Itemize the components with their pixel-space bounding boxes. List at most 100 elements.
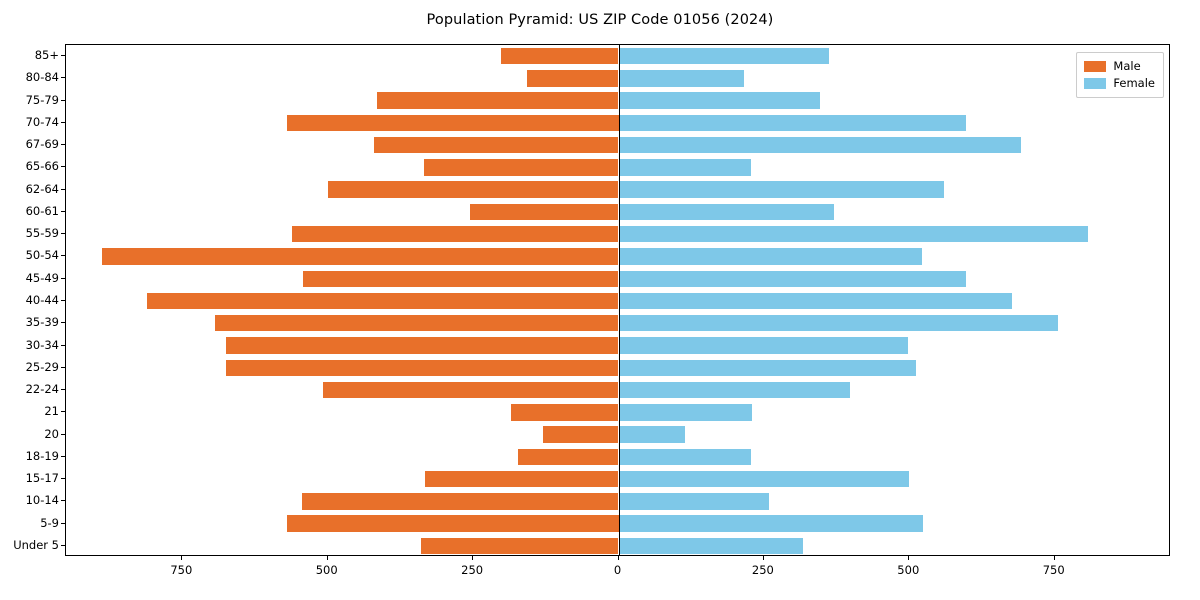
bar-female[interactable] — [618, 47, 830, 65]
y-axis-tick-mark — [61, 366, 65, 368]
bar-female[interactable] — [618, 337, 909, 354]
y-axis-tick-mark — [61, 55, 65, 57]
bar-female[interactable] — [618, 203, 834, 221]
bar-female[interactable] — [618, 515, 923, 532]
bars-container — [66, 45, 1169, 555]
bar-male[interactable] — [517, 448, 619, 466]
bar-female[interactable] — [618, 136, 1021, 154]
bar-male[interactable] — [377, 92, 619, 109]
y-axis-tick-mark — [61, 210, 65, 212]
bar-male[interactable] — [423, 159, 619, 176]
bar-female[interactable] — [618, 270, 966, 287]
bar-male[interactable] — [374, 136, 619, 154]
y-axis-tick-mark — [61, 255, 65, 257]
y-axis-tick-label: 45-49 — [25, 270, 59, 285]
x-axis-tick-label: 750 — [170, 563, 193, 577]
y-axis-tick-mark — [61, 478, 65, 480]
legend-item-female[interactable]: Female — [1084, 75, 1155, 92]
x-axis-tick-mark — [326, 556, 328, 560]
bar-male[interactable] — [501, 47, 619, 65]
y-axis-tick-label: 50-54 — [25, 248, 59, 263]
bar-female[interactable] — [618, 359, 917, 377]
bar-male[interactable] — [287, 515, 619, 532]
bar-male[interactable] — [225, 337, 619, 354]
y-axis-tick-mark — [61, 411, 65, 413]
y-axis-tick-label: 18-19 — [25, 448, 59, 463]
bar-row — [66, 181, 1169, 198]
y-axis-tick-mark — [61, 188, 65, 190]
x-axis-tick-label: 500 — [897, 563, 920, 577]
bar-female[interactable] — [618, 470, 910, 488]
bar-row — [66, 404, 1169, 421]
bar-row — [66, 248, 1169, 265]
bar-male[interactable] — [510, 404, 619, 421]
y-axis-tick-mark — [61, 500, 65, 502]
bar-row — [66, 225, 1169, 243]
x-axis-tick-mark — [472, 556, 474, 560]
bar-female[interactable] — [618, 248, 923, 265]
y-axis-tick-mark — [61, 389, 65, 391]
legend-label-female: Female — [1113, 76, 1155, 91]
bar-row — [66, 515, 1169, 532]
bar-female[interactable] — [618, 292, 1013, 310]
chart-title: Population Pyramid: US ZIP Code 01056 (2… — [426, 12, 774, 28]
bar-female[interactable] — [618, 159, 751, 176]
bar-male[interactable] — [215, 315, 619, 332]
bar-row — [66, 159, 1169, 176]
bar-row — [66, 92, 1169, 109]
bar-male[interactable] — [291, 225, 619, 243]
bar-female[interactable] — [618, 426, 686, 443]
bar-male[interactable] — [542, 426, 619, 443]
y-axis-tick-mark — [61, 77, 65, 79]
y-axis-tick-label: 60-61 — [25, 203, 59, 218]
y-axis-tick-label: 85+ — [34, 48, 59, 63]
bar-female[interactable] — [618, 493, 769, 510]
bar-female[interactable] — [618, 225, 1089, 243]
bar-row — [66, 448, 1169, 466]
bar-row — [66, 203, 1169, 221]
bar-row — [66, 136, 1169, 154]
bar-male[interactable] — [301, 493, 619, 510]
legend-label-male: Male — [1113, 59, 1141, 74]
bar-female[interactable] — [618, 92, 821, 109]
y-axis-tick-label: 75-79 — [25, 92, 59, 107]
bar-male[interactable] — [470, 203, 619, 221]
y-axis-tick-label: 62-64 — [25, 181, 59, 196]
bar-row — [66, 47, 1169, 65]
bar-male[interactable] — [287, 114, 619, 132]
bar-male[interactable] — [526, 70, 619, 87]
bar-male[interactable] — [420, 537, 619, 555]
y-axis-tick-label: 15-17 — [25, 471, 59, 486]
bar-row — [66, 381, 1169, 399]
bar-male[interactable] — [425, 470, 619, 488]
y-axis-tick-mark — [61, 322, 65, 324]
bar-female[interactable] — [618, 70, 744, 87]
y-axis-tick-mark — [61, 344, 65, 346]
y-axis-tick-label: 67-69 — [25, 137, 59, 152]
bar-female[interactable] — [618, 448, 751, 466]
bar-male[interactable] — [323, 381, 619, 399]
bar-male[interactable] — [102, 248, 619, 265]
x-axis-tick-label: 750 — [1042, 563, 1065, 577]
bar-female[interactable] — [618, 381, 850, 399]
y-axis-tick-label: 25-29 — [25, 359, 59, 374]
x-axis-tick-mark — [762, 556, 764, 560]
y-axis-tick-mark — [61, 522, 65, 524]
bar-row — [66, 114, 1169, 132]
bar-male[interactable] — [225, 359, 619, 377]
bar-row — [66, 315, 1169, 332]
bar-female[interactable] — [618, 404, 753, 421]
bar-female[interactable] — [618, 537, 803, 555]
x-axis-tick-label: 500 — [315, 563, 338, 577]
bar-female[interactable] — [618, 181, 945, 198]
bar-female[interactable] — [618, 315, 1058, 332]
legend-item-male[interactable]: Male — [1084, 58, 1155, 75]
bar-row — [66, 537, 1169, 555]
x-axis-tick-label: 250 — [461, 563, 484, 577]
bar-row — [66, 70, 1169, 87]
bar-male[interactable] — [327, 181, 619, 198]
bar-male[interactable] — [302, 270, 619, 287]
bar-male[interactable] — [147, 292, 619, 310]
bar-female[interactable] — [618, 114, 966, 132]
x-axis-tick-label: 250 — [751, 563, 774, 577]
